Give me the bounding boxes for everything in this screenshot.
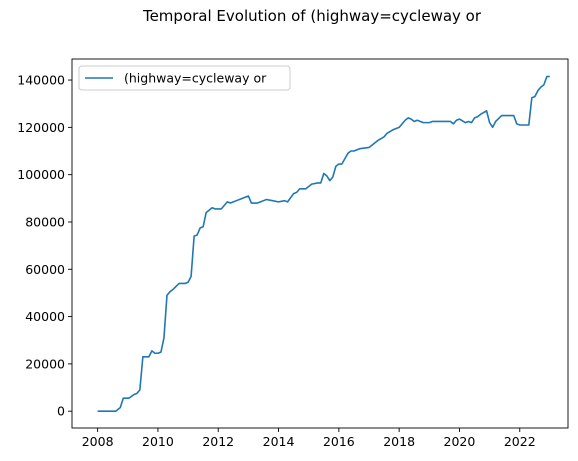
y-tick-label: 100000 bbox=[17, 167, 65, 182]
y-tick-label: 140000 bbox=[17, 73, 65, 88]
plot-area: 2008 2010 2012 2014 2016 2018 2020 2022 0 20000 40… bbox=[17, 58, 569, 449]
y-tick-label: 80000 bbox=[25, 214, 65, 229]
x-tick-label: 2016 bbox=[323, 434, 355, 449]
y-tick-label: 0 bbox=[57, 404, 65, 419]
series-line-0 bbox=[97, 75, 550, 413]
chart-title: Temporal Evolution of (highway=cycleway … bbox=[142, 7, 482, 25]
y-tick-label: 20000 bbox=[25, 356, 65, 371]
y-tick-label: 60000 bbox=[25, 262, 65, 277]
x-tick-label: 2010 bbox=[142, 434, 174, 449]
x-tick-label: 2008 bbox=[82, 434, 114, 449]
legend-box bbox=[78, 65, 291, 91]
x-tick-label: 2018 bbox=[383, 434, 415, 449]
x-tick-label: 2012 bbox=[202, 434, 234, 449]
legend-label: (highway=cycleway or bbox=[124, 71, 267, 86]
axes-frame bbox=[71, 58, 569, 429]
x-tick-label: 2022 bbox=[504, 434, 536, 449]
y-tick-label: 120000 bbox=[17, 120, 65, 135]
x-tick-label: 2020 bbox=[444, 434, 476, 449]
x-tick-label: 2014 bbox=[263, 434, 295, 449]
y-tick-label: 40000 bbox=[25, 309, 65, 324]
